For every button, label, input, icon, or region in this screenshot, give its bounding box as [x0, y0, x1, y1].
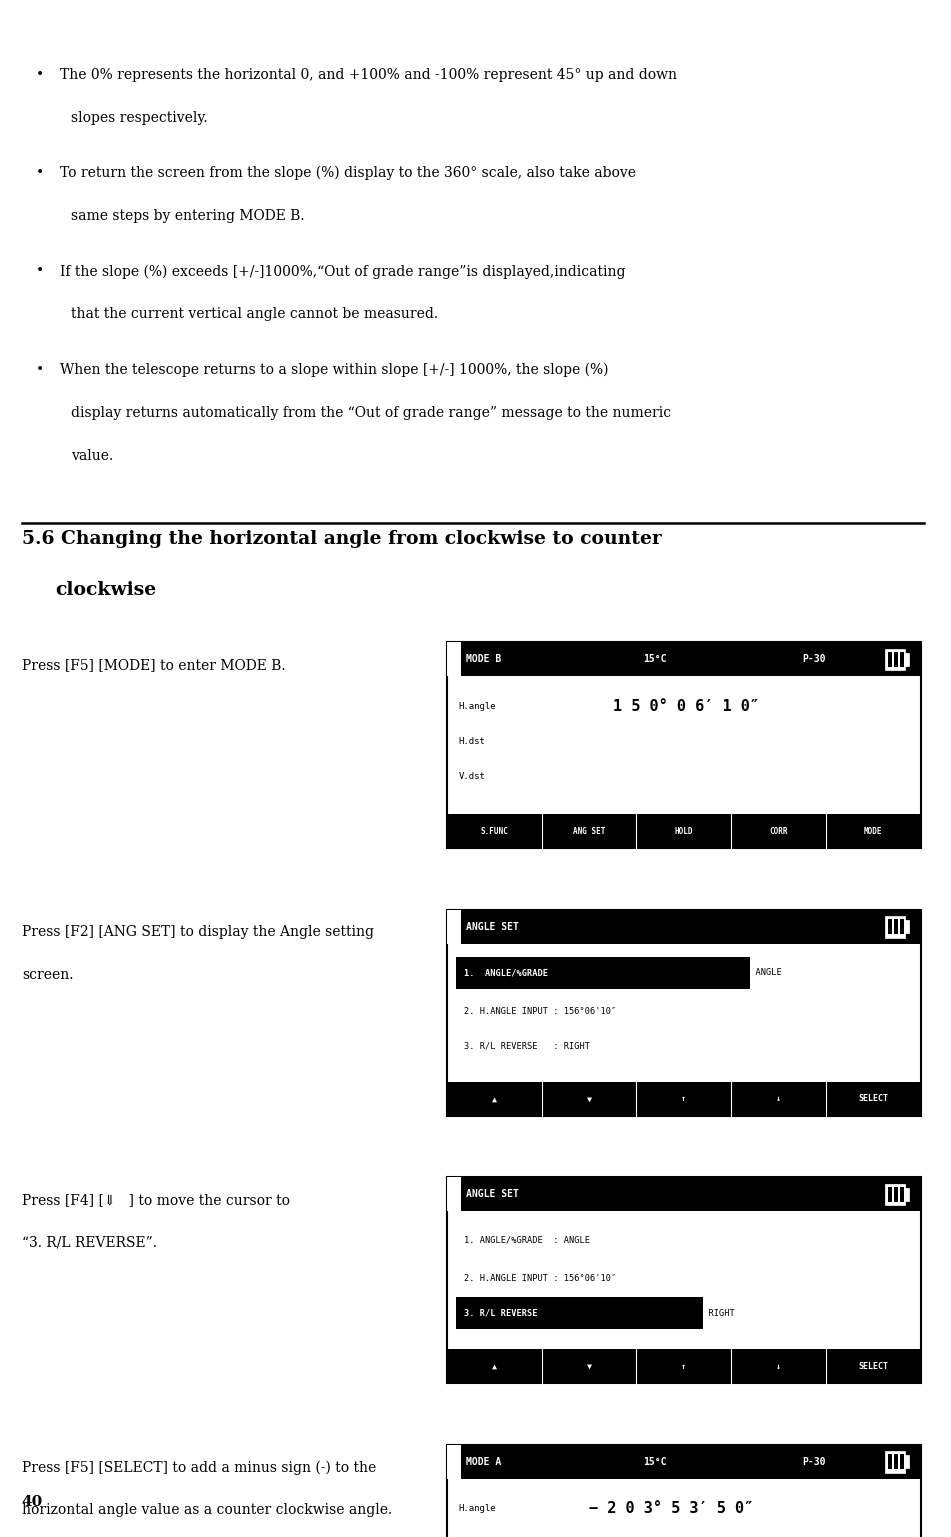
- Bar: [888, 1187, 892, 1202]
- Text: ↓: ↓: [776, 1094, 781, 1104]
- Bar: [894, 1187, 898, 1202]
- Text: ▼: ▼: [587, 1094, 592, 1104]
- Bar: [447, 1445, 921, 1537]
- Text: slopes respectively.: slopes respectively.: [71, 111, 208, 124]
- Text: 1. ANGLE/%GRADE  : ANGLE: 1. ANGLE/%GRADE : ANGLE: [464, 1236, 590, 1245]
- Text: − 2 0 3° 5 3′ 5 0″: − 2 0 3° 5 3′ 5 0″: [589, 1500, 753, 1515]
- Text: screen.: screen.: [22, 968, 73, 982]
- Bar: [894, 1454, 898, 1469]
- Text: •: •: [36, 363, 45, 377]
- Text: clockwise: clockwise: [55, 581, 156, 599]
- Text: H.dst: H.dst: [458, 738, 485, 745]
- Text: Press [F4] [⇓   ] to move the cursor to: Press [F4] [⇓ ] to move the cursor to: [22, 1193, 290, 1207]
- Text: ANG SET: ANG SET: [573, 827, 605, 836]
- Bar: [884, 649, 905, 670]
- Text: 1.  ANGLE/%GRADE: 1. ANGLE/%GRADE: [464, 968, 548, 978]
- Text: MODE: MODE: [864, 827, 883, 836]
- Text: ANGLE SET: ANGLE SET: [466, 1190, 519, 1199]
- Text: ↓: ↓: [776, 1362, 781, 1371]
- Text: 15°C: 15°C: [644, 655, 667, 664]
- Bar: [447, 1445, 921, 1479]
- Text: H.angle: H.angle: [458, 701, 496, 710]
- Bar: [447, 910, 921, 1116]
- Text: H.angle: H.angle: [458, 1503, 496, 1512]
- Text: : RIGHT: : RIGHT: [698, 1308, 735, 1317]
- Bar: [888, 652, 892, 667]
- Text: If the slope (%) exceeds [+/-]1000%,“Out of grade range”is displayed,indicating: If the slope (%) exceeds [+/-]1000%,“Out…: [60, 264, 626, 278]
- Text: Press [F2] [ANG SET] to display the Angle setting: Press [F2] [ANG SET] to display the Angl…: [22, 925, 374, 939]
- Text: ▲: ▲: [492, 1362, 496, 1371]
- Bar: [447, 642, 921, 848]
- Bar: [447, 910, 461, 944]
- Bar: [884, 916, 905, 938]
- Text: P-30: P-30: [802, 655, 825, 664]
- Bar: [447, 815, 921, 848]
- Text: that the current vertical angle cannot be measured.: that the current vertical angle cannot b…: [71, 307, 438, 321]
- Text: SELECT: SELECT: [858, 1362, 888, 1371]
- Bar: [447, 1349, 921, 1383]
- Text: 1 5 0° 0 6′ 1 0″: 1 5 0° 0 6′ 1 0″: [612, 698, 759, 713]
- Text: S.FUNC: S.FUNC: [480, 827, 508, 836]
- Text: When the telescope returns to a slope within slope [+/-] 1000%, the slope (%): When the telescope returns to a slope wi…: [60, 363, 609, 377]
- Text: 40: 40: [22, 1496, 43, 1509]
- Bar: [447, 910, 921, 944]
- Text: Press [F5] [SELECT] to add a minus sign (-) to the: Press [F5] [SELECT] to add a minus sign …: [22, 1460, 377, 1474]
- Bar: [888, 1454, 892, 1469]
- Bar: [905, 1456, 909, 1468]
- Bar: [447, 1177, 921, 1211]
- Text: ↑: ↑: [681, 1094, 687, 1104]
- Bar: [900, 1454, 903, 1469]
- Bar: [447, 1177, 921, 1383]
- Bar: [884, 1451, 905, 1472]
- Bar: [456, 1297, 703, 1330]
- Text: The 0% represents the horizontal 0, and +100% and -100% represent 45° up and dow: The 0% represents the horizontal 0, and …: [60, 68, 677, 81]
- Bar: [447, 1445, 461, 1479]
- Text: 2. H.ANGLE INPUT : 156°06'10″: 2. H.ANGLE INPUT : 156°06'10″: [464, 1274, 616, 1283]
- Bar: [456, 956, 750, 990]
- Text: ANGLE SET: ANGLE SET: [466, 922, 519, 931]
- Bar: [884, 1183, 905, 1205]
- Text: value.: value.: [71, 449, 113, 463]
- Bar: [894, 652, 898, 667]
- Bar: [905, 921, 909, 933]
- Text: 3. R/L REVERSE   : RIGHT: 3. R/L REVERSE : RIGHT: [464, 1041, 590, 1050]
- Text: 5.6 Changing the horizontal angle from clockwise to counter: 5.6 Changing the horizontal angle from c…: [22, 530, 662, 549]
- Bar: [900, 919, 903, 934]
- Text: horizontal angle value as a counter clockwise angle.: horizontal angle value as a counter cloc…: [22, 1503, 392, 1517]
- Bar: [900, 1187, 903, 1202]
- Text: HOLD: HOLD: [674, 827, 693, 836]
- Text: •: •: [36, 68, 45, 81]
- Text: MODE B: MODE B: [466, 655, 501, 664]
- Text: 3. R/L REVERSE: 3. R/L REVERSE: [464, 1308, 537, 1317]
- Text: 15°C: 15°C: [644, 1457, 667, 1466]
- Bar: [905, 1188, 909, 1200]
- Text: 2. H.ANGLE INPUT : 156°06'10″: 2. H.ANGLE INPUT : 156°06'10″: [464, 1007, 616, 1016]
- Bar: [894, 919, 898, 934]
- Bar: [888, 919, 892, 934]
- Text: “3. R/L REVERSE”.: “3. R/L REVERSE”.: [22, 1236, 157, 1250]
- Text: CORR: CORR: [769, 827, 787, 836]
- Bar: [447, 642, 921, 676]
- Text: To return the screen from the slope (%) display to the 360° scale, also take abo: To return the screen from the slope (%) …: [60, 166, 636, 180]
- Text: Press [F5] [MODE] to enter MODE B.: Press [F5] [MODE] to enter MODE B.: [22, 658, 285, 672]
- Text: P-30: P-30: [802, 1457, 825, 1466]
- Text: V.dst: V.dst: [458, 773, 485, 781]
- Text: •: •: [36, 166, 45, 180]
- Text: ▲: ▲: [492, 1094, 496, 1104]
- Text: display returns automatically from the “Out of grade range” message to the numer: display returns automatically from the “…: [71, 406, 671, 420]
- Text: SELECT: SELECT: [858, 1094, 888, 1104]
- Text: : ANGLE: : ANGLE: [746, 968, 782, 978]
- Text: same steps by entering MODE B.: same steps by entering MODE B.: [71, 209, 305, 223]
- Text: ↑: ↑: [681, 1362, 687, 1371]
- Bar: [900, 652, 903, 667]
- Bar: [447, 1177, 461, 1211]
- Text: ▼: ▼: [587, 1362, 592, 1371]
- Text: •: •: [36, 264, 45, 278]
- Text: MODE A: MODE A: [466, 1457, 501, 1466]
- Bar: [905, 653, 909, 666]
- Bar: [447, 642, 461, 676]
- Bar: [447, 1082, 921, 1116]
